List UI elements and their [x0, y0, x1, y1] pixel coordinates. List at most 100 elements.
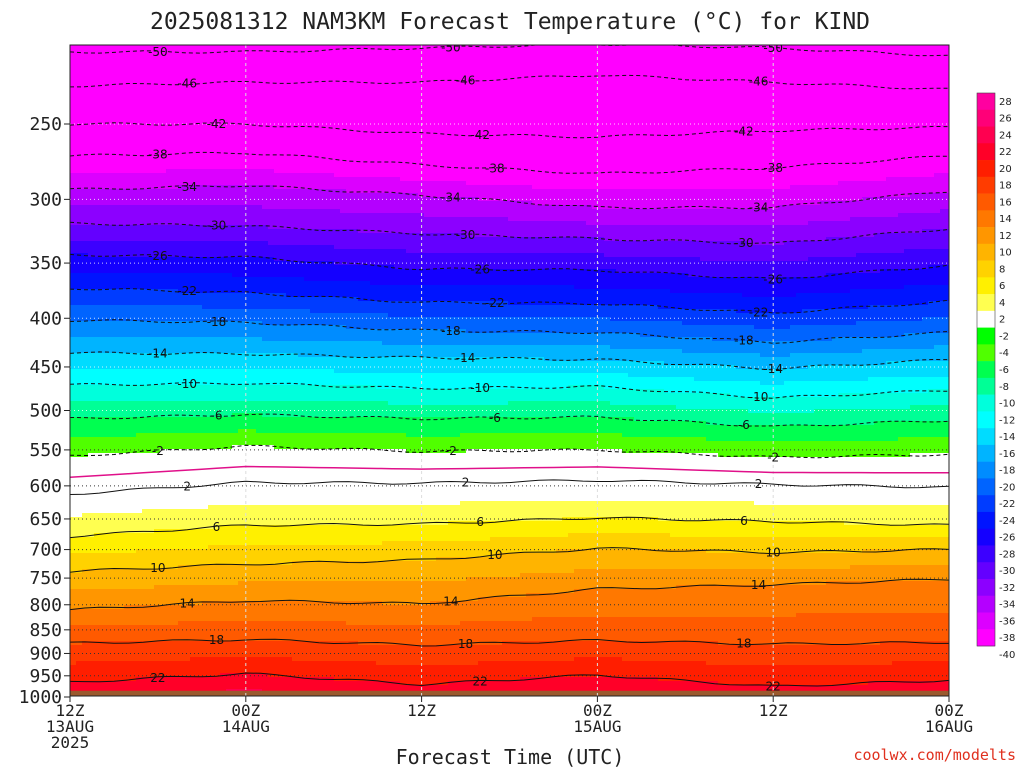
contour-label: -26 — [148, 249, 168, 263]
contour-label: -34 — [441, 190, 461, 204]
colorbar-frame — [976, 92, 996, 647]
contour-label: -22 — [749, 305, 769, 319]
contour-label: -42 — [207, 117, 227, 131]
contour-10 — [70, 547, 949, 573]
colorbar-swatch — [977, 511, 995, 529]
colorbar-label: 26 — [999, 114, 1012, 125]
x-tick-label: 12Z — [56, 701, 85, 720]
colorbar-label: -32 — [999, 583, 1015, 594]
ground-strip — [70, 690, 949, 696]
colorbar-swatch — [977, 562, 995, 580]
contour-label: -26 — [763, 272, 783, 286]
colorbar-swatch — [977, 612, 995, 630]
x-tick-label: 15AUG — [573, 717, 621, 736]
colorbar-swatch — [977, 160, 995, 178]
colorbar-swatch — [977, 344, 995, 362]
colorbar-swatch — [977, 277, 995, 295]
contour-label: -18 — [441, 324, 461, 338]
colorbar-legend: 28 26 24 22 20 18 16 14 12 10 8 6 4 2 -2 -4 -6 -8 -10 -12 -1… — [976, 92, 1015, 661]
colorbar-label: -28 — [999, 549, 1015, 560]
colorbar-label: -26 — [999, 533, 1015, 544]
x-tick-label: 12Z — [759, 701, 788, 720]
contour-label: -30 — [734, 236, 754, 250]
colorbar-swatch — [977, 629, 995, 647]
contour-label: -46 — [177, 77, 197, 91]
colorbar-label: 22 — [999, 147, 1012, 158]
contour-label: 18 — [458, 637, 473, 651]
colorbar-label: -36 — [999, 616, 1015, 627]
contour-label: 2 — [183, 479, 191, 493]
temperature-fill — [70, 45, 949, 696]
colorbar-swatch — [977, 377, 995, 395]
colorbar-swatch — [977, 143, 995, 161]
y-tick-label: 900 — [29, 643, 62, 664]
x-tick-label: 12Z — [407, 701, 436, 720]
contour-label: -18 — [207, 315, 227, 329]
colorbar-label: 8 — [999, 264, 1005, 275]
colorbar-label: 20 — [999, 164, 1012, 175]
x-tick-label: 16AUG — [925, 717, 973, 736]
colorbar-swatch — [977, 578, 995, 597]
colorbar-swatch — [977, 310, 995, 328]
colorbar-swatch — [977, 176, 995, 194]
colorbar-label: -14 — [999, 432, 1015, 443]
contour-label: -46 — [456, 73, 476, 87]
colorbar-swatch — [977, 411, 995, 429]
contour-label: -2 — [445, 444, 457, 458]
contour-label: 18 — [209, 633, 224, 647]
contour-label: -38 — [763, 161, 783, 175]
colorbar-label: -8 — [999, 382, 1009, 393]
colorbar-swatch — [977, 394, 995, 412]
colorbar-swatch — [977, 193, 995, 211]
y-tick-label: 750 — [29, 568, 62, 589]
contour-label: -10 — [749, 390, 769, 404]
contour-label: -50 — [763, 41, 783, 55]
colorbar-label: -18 — [999, 466, 1015, 477]
colorbar-swatch — [977, 461, 995, 479]
contour-label: -50 — [148, 45, 168, 59]
colorbar-label: -10 — [999, 399, 1015, 410]
contour-6 — [70, 516, 949, 539]
y-tick-label: 350 — [29, 253, 62, 274]
colorbar-label: 14 — [999, 214, 1012, 225]
contour-label: 6 — [213, 520, 221, 534]
colorbar-label: -12 — [999, 415, 1015, 426]
contour-label: -18 — [734, 334, 754, 348]
contour-label: -2 — [152, 444, 164, 458]
colorbar-label: -4 — [999, 348, 1009, 359]
colorbar-swatch — [977, 210, 995, 228]
colorbar-label: -34 — [999, 600, 1015, 611]
colorbar-swatch — [977, 294, 995, 312]
contour-label: 14 — [443, 594, 458, 608]
y-tick-label: 300 — [29, 189, 62, 210]
freezing-line — [70, 465, 949, 479]
contour-label: -34 — [749, 201, 769, 215]
colorbar-swatch — [977, 243, 995, 261]
contour-label: 10 — [487, 548, 502, 562]
colorbar-swatch — [977, 428, 995, 446]
colorbar-swatch — [977, 545, 995, 563]
x-axis-label: Forecast Time (UTC) — [396, 745, 625, 768]
y-tick-label: 850 — [29, 620, 62, 641]
colorbar-label: 10 — [999, 248, 1012, 259]
contour-label: -42 — [470, 128, 490, 142]
contour-label: -38 — [148, 147, 168, 161]
colorbar-label: 4 — [999, 298, 1005, 309]
x-tick-label: 00Z — [583, 701, 612, 720]
contour-label: 22 — [150, 671, 165, 685]
colorbar-label: -22 — [999, 499, 1015, 510]
colorbar-label: 2 — [999, 315, 1005, 326]
colorbar-label: -38 — [999, 633, 1015, 644]
contour-label: -42 — [734, 125, 754, 139]
contour-label: -6 — [211, 408, 223, 422]
y-tick-label: 450 — [29, 357, 62, 378]
y-tick-label: 700 — [29, 540, 62, 561]
x-tick-label: 00Z — [231, 701, 260, 720]
x-tick-label: 13AUG — [46, 717, 94, 736]
contour-label: -22 — [177, 284, 197, 298]
y-tick-label: 500 — [29, 401, 62, 422]
y-tick-label: 650 — [29, 509, 62, 530]
x-tick-label: 2025 — [51, 733, 90, 752]
colorbar-swatch — [977, 595, 995, 613]
